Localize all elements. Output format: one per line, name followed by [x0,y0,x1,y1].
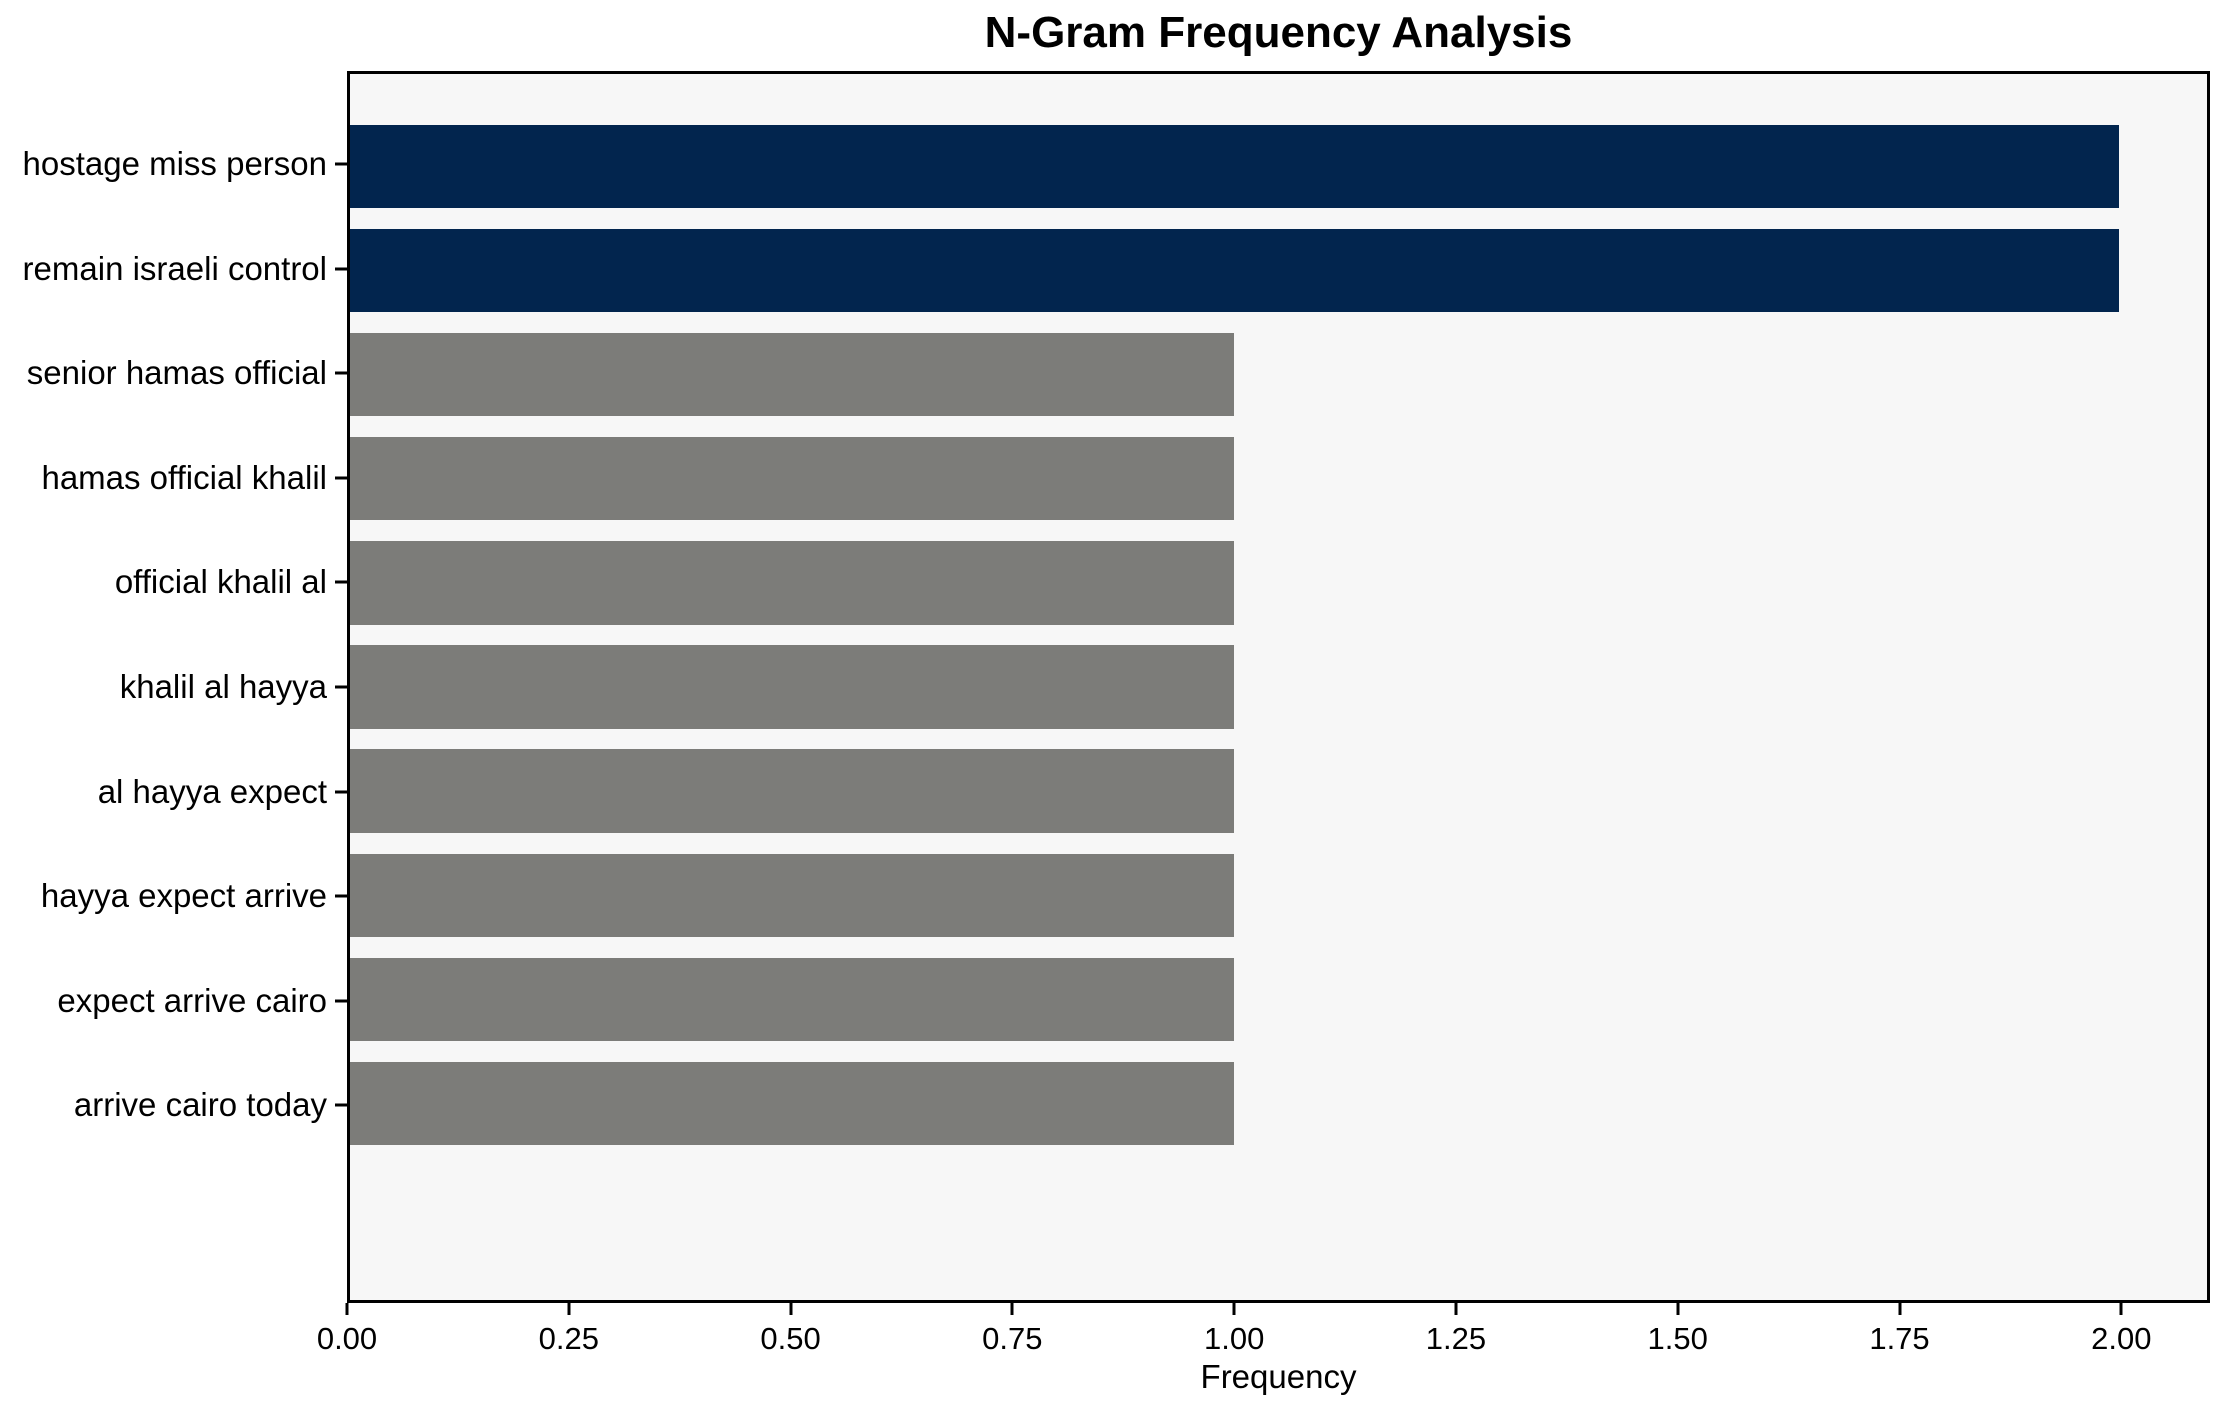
y-tick-label: official khalil al [114,563,327,601]
x-tick-label: 0.75 [982,1321,1043,1356]
y-tick-label: remain israeli control [22,249,327,287]
y-tick-mark [335,476,347,480]
bar-hamas-official-khalil [350,437,1235,521]
x-tick-mark [1898,1303,1901,1315]
bar-expect-arrive-cairo [350,957,1235,1041]
x-tick-label: 2.00 [2091,1321,2152,1356]
y-tick-label: arrive cairo today [73,1086,327,1124]
plot-area [347,71,2210,1303]
y-tick-label: al hayya expect [97,772,327,810]
bar-khalil-al-hayya [350,645,1235,729]
x-axis: 0.00 0.25 0.50 0.75 1.00 1.25 1.50 1.75 2.00 [317,1303,2210,1403]
x-tick-label: 0.25 [538,1321,599,1356]
y-tick-mark [335,267,347,271]
x-tick-label: 1.25 [1425,1321,1487,1356]
y-tick-label: expect arrive cairo [57,981,327,1019]
y-tick-mark [335,790,347,794]
y-tick-mark [335,371,347,375]
y-tick-label: khalil al hayya [119,668,327,705]
y-tick-mark [335,999,347,1003]
bar-remain-israeli-control [350,229,2119,313]
x-axis-label: Frequency [1200,1358,1357,1395]
x-tick-mark [2119,1303,2123,1315]
x-tick-label: 1.50 [1647,1321,1708,1356]
bar-hostage-miss-person [350,124,2119,209]
x-tick-label: 0.00 [316,1321,378,1356]
y-tick-mark [335,162,347,166]
y-axis: hostage miss person remain israeli contro… [0,71,347,1303]
x-tick-label: 0.50 [760,1321,821,1356]
chart-title: N-Gram Frequency Analysis [984,8,1573,57]
y-tick-label: senior hamas official [26,354,327,392]
x-tick-mark [1010,1303,1014,1315]
x-tick-mark [345,1303,349,1315]
y-tick-mark [335,580,347,584]
bar-official-khalil-al [350,541,1235,625]
x-tick-label: 1.75 [1869,1321,1930,1356]
x-tick-mark [567,1303,571,1315]
y-tick-label: hayya expect arrive [40,877,327,915]
bar-arrive-cairo-today [350,1061,1235,1145]
bar-senior-hamas-official [350,333,1235,417]
x-tick-mark [1454,1303,1458,1315]
x-tick-mark [1676,1303,1680,1315]
y-tick-label: hamas official khalil [41,458,327,496]
y-tick-label: hostage miss person [22,145,328,183]
x-tick-mark [1232,1303,1236,1315]
y-tick-mark [335,1103,347,1107]
y-tick-mark [335,685,347,689]
x-tick-label: 1.00 [1203,1321,1265,1356]
y-tick-mark [335,894,347,898]
bar-al-hayya-expect [350,749,1235,833]
bar-hayya-expect-arrive [350,853,1235,937]
x-tick-mark [789,1303,793,1315]
